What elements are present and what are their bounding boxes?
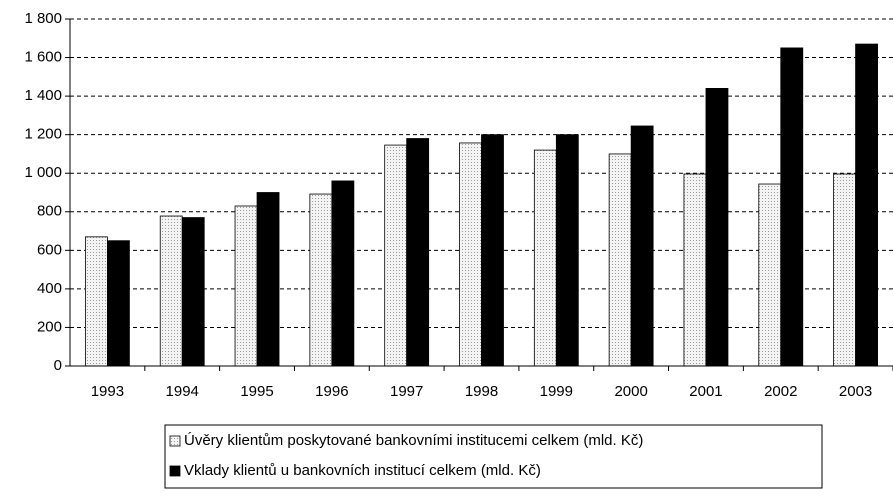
bar	[85, 236, 108, 367]
legend-box	[164, 424, 823, 489]
x-tick-label: 1999	[540, 383, 573, 400]
bar	[608, 153, 632, 367]
bar	[309, 193, 333, 367]
x-tick-label: 1993	[91, 383, 124, 400]
bar	[459, 142, 482, 367]
bar	[481, 134, 504, 367]
y-tick-label: 1 200	[24, 126, 62, 143]
x-tick-label: 2001	[689, 383, 722, 400]
bar	[159, 215, 183, 367]
y-tick-label: 1 000	[24, 164, 62, 181]
y-tick-label: 1 400	[24, 87, 62, 104]
x-tick-label: 1996	[315, 383, 348, 400]
x-tick-label: 2003	[839, 383, 872, 400]
y-tick-label: 400	[37, 280, 62, 297]
bar	[758, 183, 782, 367]
y-tick-label: 800	[37, 203, 62, 220]
x-tick-label: 1994	[166, 383, 199, 400]
x-tick-label: 1995	[240, 383, 273, 400]
bar	[630, 125, 654, 367]
x-tick-label: 2002	[764, 383, 797, 400]
bar	[331, 180, 355, 367]
legend-swatch	[169, 435, 181, 447]
bar	[533, 149, 557, 367]
y-tick-label: 1 800	[24, 10, 62, 27]
bar	[855, 43, 878, 367]
bar	[683, 173, 707, 367]
legend-label: Úvěry klientům poskytované bankovními in…	[184, 432, 643, 449]
bar	[555, 134, 579, 367]
bar	[406, 138, 430, 367]
bar	[384, 144, 408, 367]
bar	[181, 217, 205, 367]
x-tick-label: 2000	[614, 383, 647, 400]
bar	[234, 205, 258, 367]
bar	[780, 47, 804, 367]
bar	[107, 240, 130, 367]
bar	[256, 192, 280, 367]
y-tick-label: 200	[37, 318, 62, 335]
x-tick-label: 1997	[390, 383, 423, 400]
bar	[705, 88, 729, 367]
legend-swatch	[169, 465, 181, 477]
bar	[833, 173, 856, 367]
legend-label: Vklady klientů u bankovních institucí ce…	[184, 462, 541, 479]
y-tick-label: 0	[54, 357, 62, 374]
y-tick-label: 600	[37, 241, 62, 258]
x-tick-label: 1998	[465, 383, 498, 400]
y-tick-label: 1 600	[24, 49, 62, 66]
